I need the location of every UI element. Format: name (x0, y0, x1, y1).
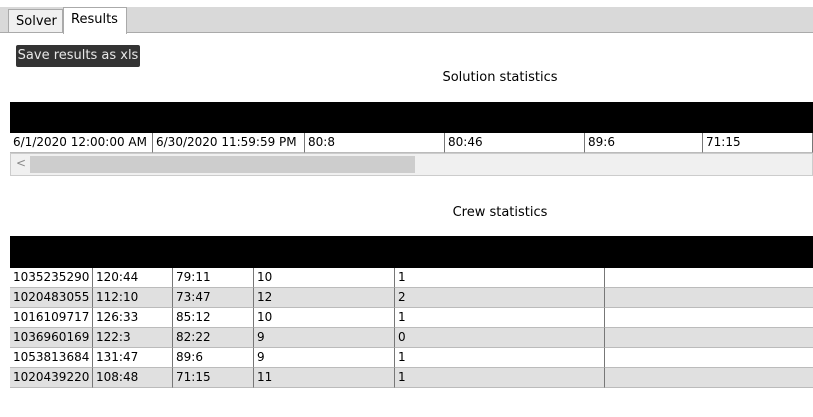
scroll-left[interactable]: < (16, 156, 27, 170)
table-cell[interactable]: 80:8 (305, 133, 445, 153)
column-header[interactable]: To (160, 110, 173, 124)
section-title: Solution statistics (442, 70, 558, 85)
table-cell[interactable]: 1016109717 (10, 308, 93, 328)
table-filler (605, 308, 813, 328)
table-cell[interactable]: 11 (254, 368, 395, 388)
section-title: Crew statistics (452, 205, 548, 220)
table-cell[interactable]: 89:6 (585, 133, 703, 153)
table-filler (605, 268, 813, 288)
column-header[interactable]: BlockHoursMax (592, 110, 685, 124)
table-cell[interactable]: 89:6 (173, 348, 254, 368)
table-cell[interactable]: 0 (395, 328, 605, 348)
tab[interactable]: Solver (8, 9, 63, 33)
table-cell[interactable]: 120:44 (93, 268, 173, 288)
table-header (10, 236, 813, 268)
column-header[interactable]: Total BLH (180, 245, 236, 259)
table-cell[interactable]: 1053813684 (10, 348, 93, 368)
table-filler (605, 288, 813, 308)
column-header[interactable]: BlockHoursMin (710, 110, 799, 124)
table-cell[interactable]: 122:3 (93, 328, 173, 348)
column-header[interactable]: From (17, 110, 47, 124)
table-cell[interactable]: 6/30/2020 11:59:59 PM (153, 133, 305, 153)
tab-selected[interactable]: Results (63, 7, 127, 34)
save-button[interactable]: Save results as xls (16, 45, 140, 67)
table-cell[interactable]: 82:22 (173, 328, 254, 348)
table-cell[interactable]: 6/1/2020 12:00:00 AM (10, 133, 153, 153)
table-cell[interactable]: 131:47 (93, 348, 173, 368)
table-cell[interactable]: 80:46 (445, 133, 585, 153)
table-cell[interactable]: 1 (395, 348, 605, 368)
table-filler (605, 368, 813, 388)
table-cell[interactable]: 1035235290 (10, 268, 93, 288)
table-filler (605, 348, 813, 368)
column-header[interactable]: Number of days off (261, 245, 377, 259)
table-cell[interactable]: 112:10 (93, 288, 173, 308)
table-cell[interactable]: 71:15 (703, 133, 813, 153)
scroll-thumb[interactable] (30, 156, 415, 173)
table-cell[interactable]: 9 (254, 348, 395, 368)
table-cell[interactable]: 85:12 (173, 308, 254, 328)
tab-strip (0, 7, 813, 33)
column-header[interactable]: Name (17, 245, 53, 259)
table-cell[interactable]: 71:15 (173, 368, 254, 388)
table-filler (605, 328, 813, 348)
table-cell[interactable]: 79:11 (173, 268, 254, 288)
table-cell[interactable]: 10 (254, 308, 395, 328)
table-cell[interactable]: 10 (254, 268, 395, 288)
table-cell[interactable]: 126:33 (93, 308, 173, 328)
table-cell[interactable]: 1 (395, 308, 605, 328)
table-cell[interactable]: 9 (254, 328, 395, 348)
table-cell[interactable]: 1020439220 (10, 368, 93, 388)
table-cell[interactable]: 2 (395, 288, 605, 308)
column-header[interactable]: Number of reference activities (402, 245, 585, 259)
table-cell[interactable]: 1020483055 (10, 288, 93, 308)
table-cell[interactable]: 1 (395, 268, 605, 288)
column-header[interactable]: BlockHoursAverage (312, 110, 429, 124)
table-cell[interactable]: 108:48 (93, 368, 173, 388)
column-header[interactable]: BlockHoursMedian (452, 110, 564, 124)
table-cell[interactable]: 1 (395, 368, 605, 388)
table-cell[interactable]: 73:47 (173, 288, 254, 308)
table-cell[interactable]: 1036960169 (10, 328, 93, 348)
table-header (10, 102, 813, 133)
column-header[interactable]: Total FDP (100, 245, 156, 259)
table-cell[interactable]: 12 (254, 288, 395, 308)
